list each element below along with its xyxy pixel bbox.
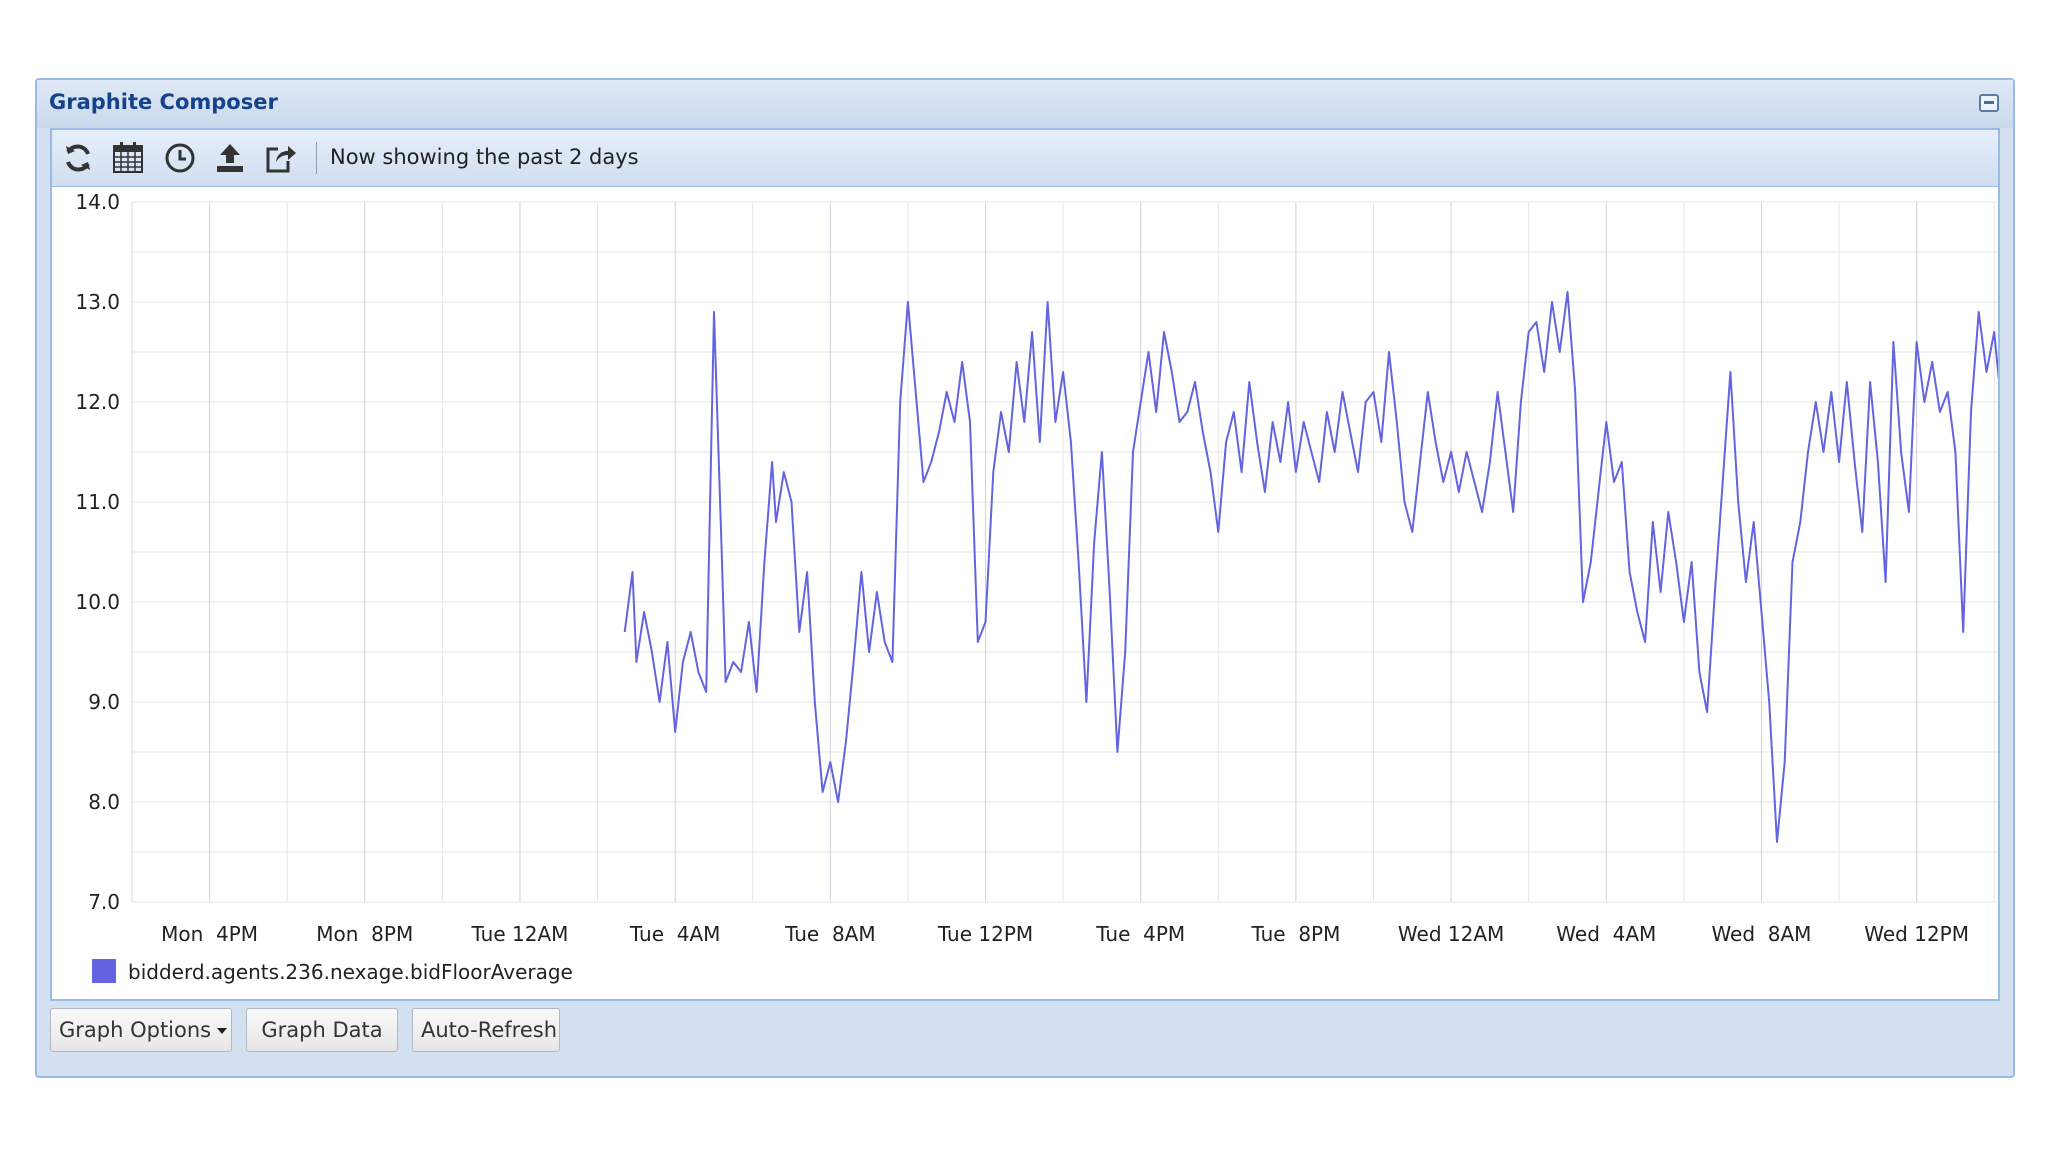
auto-refresh-button[interactable]: Auto-Refresh [412, 1008, 560, 1052]
refresh-icon[interactable] [60, 140, 96, 176]
legend-swatch [92, 959, 116, 983]
toolbar: Now showing the past 2 days [52, 130, 1998, 187]
x-tick-label: Tue 8AM [784, 922, 876, 946]
x-tick-label: Tue 4AM [629, 922, 721, 946]
series-line [623, 291, 1998, 843]
time-range-status: Now showing the past 2 days [330, 145, 639, 169]
x-tick-label: Tue 4PM [1095, 922, 1185, 946]
y-tick-label: 14.0 [75, 190, 120, 214]
window-titlebar: Graphite Composer [37, 80, 2013, 128]
chevron-down-icon [217, 1028, 228, 1034]
graph-panel: Now showing the past 2 days 14.0 13.0 12.0… [50, 128, 2000, 1001]
x-tick-label: Wed 12AM [1398, 922, 1504, 946]
x-tick-label: Mon 8PM [316, 922, 413, 946]
toolbar-separator [316, 142, 317, 174]
graph-image: 14.0 13.0 12.0 11.0 10.0 9.0 8.0 7.0 Mon 4PM Mon … [75, 190, 1998, 984]
window-title: Graphite Composer [49, 90, 278, 114]
graph-options-label: Graph Options [59, 1018, 212, 1042]
y-tick-label: 7.0 [88, 890, 120, 914]
legend-label: bidderd.agents.236.nexage.bidFloorAverag… [128, 960, 573, 984]
x-tick-label: Wed 8AM [1711, 922, 1811, 946]
upload-icon[interactable] [212, 140, 248, 176]
y-tick-label: 8.0 [88, 790, 120, 814]
y-tick-label: 11.0 [75, 490, 120, 514]
graphite-composer-window: Graphite Composer [35, 78, 2015, 1078]
x-tick-label: Wed 12PM [1864, 922, 1969, 946]
graph-options-button[interactable]: Graph Options [50, 1008, 232, 1052]
y-tick-label: 12.0 [75, 390, 120, 414]
y-tick-label: 13.0 [75, 290, 120, 314]
x-tick-label: Tue 8PM [1250, 922, 1340, 946]
maximize-button[interactable] [1979, 94, 1999, 112]
x-tick-label: Tue 12AM [471, 922, 569, 946]
calendar-icon[interactable] [110, 140, 146, 176]
y-tick-label: 9.0 [88, 690, 120, 714]
x-tick-label: Wed 4AM [1556, 922, 1656, 946]
graph-data-button[interactable]: Graph Data [246, 1008, 398, 1052]
x-tick-label: Mon 4PM [161, 922, 258, 946]
x-tick-label: Tue 12PM [937, 922, 1033, 946]
y-tick-label: 10.0 [75, 590, 120, 614]
clock-icon[interactable] [162, 140, 198, 176]
share-icon[interactable] [262, 140, 298, 176]
